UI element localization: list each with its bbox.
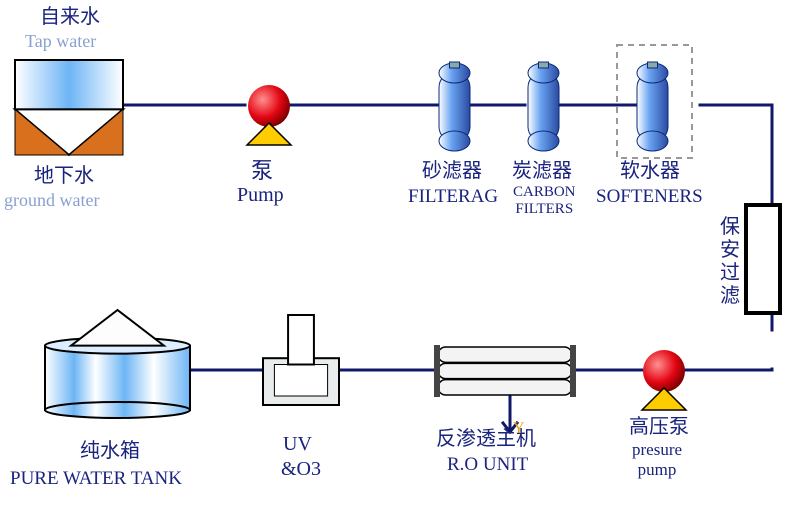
label-cart_cn: 保 安 过 滤 <box>720 216 740 308</box>
label-pump2_cn: 高压泵 <box>629 416 689 439</box>
label-f2_cn: 炭滤器 <box>512 160 572 183</box>
security-filter-icon <box>745 204 781 314</box>
label-out_en: PURE WATER TANK <box>10 468 182 490</box>
label-ro_en: R.O UNIT <box>447 454 528 476</box>
uv-ozone-icon <box>263 315 339 405</box>
label-ground_en: ground water <box>4 190 99 211</box>
label-f3_cn: 软水器 <box>620 160 680 183</box>
label-uv_cn: UV <box>283 433 312 456</box>
sand-filter-icon <box>438 62 471 152</box>
feed-pump <box>245 85 293 149</box>
label-f3_en: SOFTENERS <box>596 186 703 208</box>
label-y: Y <box>513 420 525 438</box>
label-uv_en: &O3 <box>281 458 321 481</box>
ro-unit-icon <box>438 345 584 397</box>
carbon-filter-icon <box>527 62 560 152</box>
label-tap_en: Tap water <box>25 31 96 52</box>
inlet-tank <box>15 60 123 155</box>
label-f2_en: CARBON FILTERS <box>513 184 576 219</box>
label-pump2_en: presure pump <box>632 440 682 479</box>
label-ground_cn: 地下水 <box>34 165 94 188</box>
label-pump_en: Pump <box>237 184 284 207</box>
pressure-pump <box>640 350 688 414</box>
label-tap_cn: 自来水 <box>40 6 100 29</box>
pure-water-tank-icon <box>45 310 190 418</box>
label-pump_cn: 泵 <box>251 158 273 183</box>
label-f1_en: FILTERAG <box>408 186 498 208</box>
label-out_cn: 纯水箱 <box>80 440 140 463</box>
label-f1_cn: 砂滤器 <box>422 160 482 183</box>
softener-optional-box <box>616 44 693 159</box>
